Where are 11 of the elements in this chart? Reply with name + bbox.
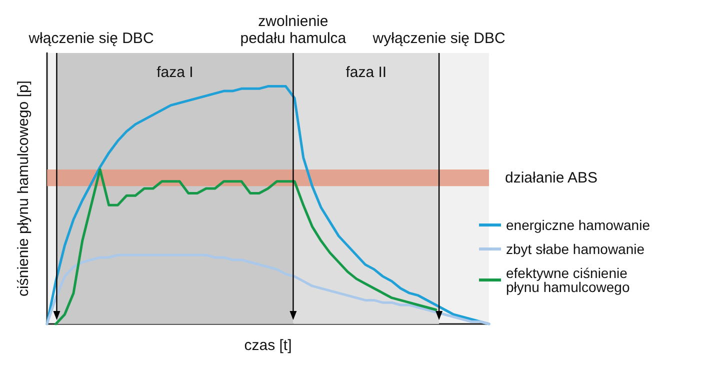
x-axis-title: czas [t] xyxy=(244,337,292,354)
legend-label: zbyt słabe hamowanie xyxy=(506,241,645,257)
legend-label: efektywne ciśnienie płynu hamulcowego xyxy=(506,265,632,295)
legend-label: energiczne hamowanie xyxy=(506,217,650,233)
band-label: działanie ABS xyxy=(505,169,598,186)
text: włączenie się DBC xyxy=(28,30,154,47)
text: zwolnienie pedału hamulca xyxy=(240,13,347,47)
text: faza I xyxy=(156,64,194,81)
text: wyłączenie się DBC xyxy=(372,30,506,47)
y-axis-title: ciśnienie płynu hamulcowego [p] xyxy=(15,80,32,296)
text: faza II xyxy=(346,64,387,81)
